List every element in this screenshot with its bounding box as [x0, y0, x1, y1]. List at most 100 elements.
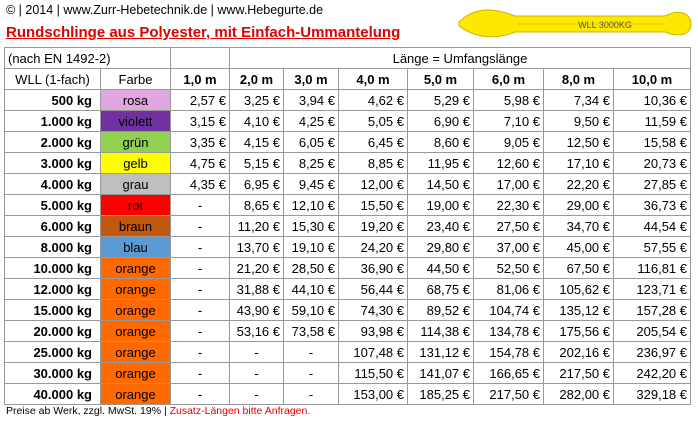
price-cell: 57,55 € — [613, 236, 691, 258]
wll-cell: 2.000 kg — [4, 131, 101, 153]
price-cell: - — [170, 320, 230, 342]
title: Rundschlinge aus Polyester, mit Einfach-… — [6, 24, 401, 41]
price-cell: 8,60 € — [407, 131, 474, 153]
wll-cell: 30.000 kg — [4, 362, 101, 384]
column-header: WLL (1-fach) — [4, 68, 101, 90]
color-cell: orange — [100, 320, 171, 342]
price-cell: 3,94 € — [283, 89, 339, 111]
price-cell: 8,85 € — [338, 152, 408, 174]
price-cell: 202,16 € — [543, 341, 614, 363]
price-cell: 282,00 € — [543, 383, 614, 405]
price-cell: 2,57 € — [170, 89, 230, 111]
price-cell: 153,00 € — [338, 383, 408, 405]
price-cell: 6,45 € — [338, 131, 408, 153]
wll-cell: 8.000 kg — [4, 236, 101, 258]
price-cell: 114,38 € — [407, 320, 474, 342]
price-cell: 59,10 € — [283, 299, 339, 321]
wll-cell: 6.000 kg — [4, 215, 101, 237]
price-cell: 104,74 € — [473, 299, 544, 321]
wll-cell: 10.000 kg — [4, 257, 101, 279]
price-cell: 27,50 € — [473, 215, 544, 237]
price-cell: 6,90 € — [407, 110, 474, 132]
price-cell: 7,10 € — [473, 110, 544, 132]
column-header: Farbe — [100, 68, 171, 90]
price-cell: 205,54 € — [613, 320, 691, 342]
color-cell: braun — [100, 215, 171, 237]
price-cell: 4,15 € — [229, 131, 284, 153]
price-cell: 8,25 € — [283, 152, 339, 174]
price-cell: 24,20 € — [338, 236, 408, 258]
price-cell: 12,50 € — [543, 131, 614, 153]
price-cell: 9,50 € — [543, 110, 614, 132]
price-cell: 116,81 € — [613, 257, 691, 279]
price-cell: 44,50 € — [407, 257, 474, 279]
column-header: 5,0 m — [407, 68, 474, 90]
price-cell: 68,75 € — [407, 278, 474, 300]
price-cell: 105,62 € — [543, 278, 614, 300]
price-cell: 13,70 € — [229, 236, 284, 258]
price-cell: 12,00 € — [338, 173, 408, 195]
column-header: 8,0 m — [543, 68, 614, 90]
price-cell: 52,50 € — [473, 257, 544, 279]
price-cell: 6,95 € — [229, 173, 284, 195]
price-cell: 45,00 € — [543, 236, 614, 258]
price-cell: 3,15 € — [170, 110, 230, 132]
price-cell: 242,20 € — [613, 362, 691, 384]
color-cell: orange — [100, 299, 171, 321]
price-cell: 6,05 € — [283, 131, 339, 153]
price-cell: - — [229, 362, 284, 384]
norm-cell: (nach EN 1492-2) — [4, 47, 171, 69]
price-cell: 81,06 € — [473, 278, 544, 300]
price-cell: 44,10 € — [283, 278, 339, 300]
price-cell: 7,34 € — [543, 89, 614, 111]
price-cell: 15,30 € — [283, 215, 339, 237]
column-header: 3,0 m — [283, 68, 339, 90]
price-cell: 11,95 € — [407, 152, 474, 174]
price-cell: 107,48 € — [338, 341, 408, 363]
column-header: 1,0 m — [170, 68, 230, 90]
price-cell: 217,50 € — [473, 383, 544, 405]
price-cell: 20,73 € — [613, 152, 691, 174]
price-cell: 115,50 € — [338, 362, 408, 384]
price-cell: 15,58 € — [613, 131, 691, 153]
price-cell: - — [170, 236, 230, 258]
wll-cell: 25.000 kg — [4, 341, 101, 363]
color-cell: orange — [100, 341, 171, 363]
price-cell: 5,98 € — [473, 89, 544, 111]
price-cell: 11,20 € — [229, 215, 284, 237]
price-cell: 17,00 € — [473, 173, 544, 195]
price-cell: 4,62 € — [338, 89, 408, 111]
sling — [458, 9, 692, 38]
column-header: 10,0 m — [613, 68, 691, 90]
price-cell: 175,56 € — [543, 320, 614, 342]
price-cell: 10,36 € — [613, 89, 691, 111]
price-cell: - — [170, 299, 230, 321]
price-cell: 5,05 € — [338, 110, 408, 132]
price-cell: 185,25 € — [407, 383, 474, 405]
color-cell: violett — [100, 110, 171, 132]
price-cell: 11,59 € — [613, 110, 691, 132]
price-cell: 19,10 € — [283, 236, 339, 258]
wll-cell: 5.000 kg — [4, 194, 101, 216]
color-cell: rot — [100, 194, 171, 216]
price-cell: - — [170, 362, 230, 384]
price-cell: 14,50 € — [407, 173, 474, 195]
price-cell: - — [229, 341, 284, 363]
price-cell: 5,15 € — [229, 152, 284, 174]
color-cell: rosa — [100, 89, 171, 111]
footer-extra: Zusatz-Längen bitte Anfragen. — [169, 405, 311, 417]
price-cell: 28,50 € — [283, 257, 339, 279]
price-cell: 131,12 € — [407, 341, 474, 363]
price-cell: 27,85 € — [613, 173, 691, 195]
price-cell: 134,78 € — [473, 320, 544, 342]
color-cell: orange — [100, 362, 171, 384]
price-cell: 4,25 € — [283, 110, 339, 132]
price-cell: 157,28 € — [613, 299, 691, 321]
color-cell: orange — [100, 383, 171, 405]
sling-image: WLL 3000KG — [458, 9, 692, 38]
price-cell: 4,35 € — [170, 173, 230, 195]
price-cell: 89,52 € — [407, 299, 474, 321]
color-cell: blau — [100, 236, 171, 258]
price-cell: - — [170, 257, 230, 279]
price-cell: 19,20 € — [338, 215, 408, 237]
